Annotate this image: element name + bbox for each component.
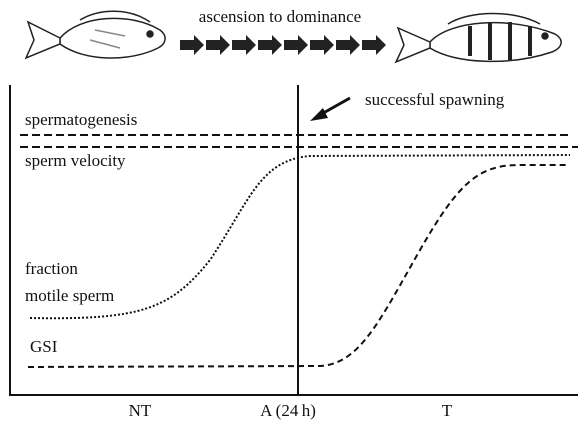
annotation: successful spawning [365,90,505,109]
curve-label: GSI [30,337,58,356]
fish-subordinate [26,11,165,58]
curve-label: motile sperm [25,286,114,305]
x-label: A (24 h) [260,401,316,420]
curve-label: fraction [25,259,78,278]
x-label: T [442,401,453,420]
curve-label: spermatogenesis [25,110,137,129]
annotation-arrowhead [310,108,328,121]
x-label: NT [129,401,152,420]
header-title: ascension to dominance [199,7,361,26]
diagram: ascension to dominance successful spawni… [0,0,578,425]
arrow-row [180,35,386,55]
fish-dominant [396,14,561,63]
curve-label: sperm velocity [25,151,126,170]
